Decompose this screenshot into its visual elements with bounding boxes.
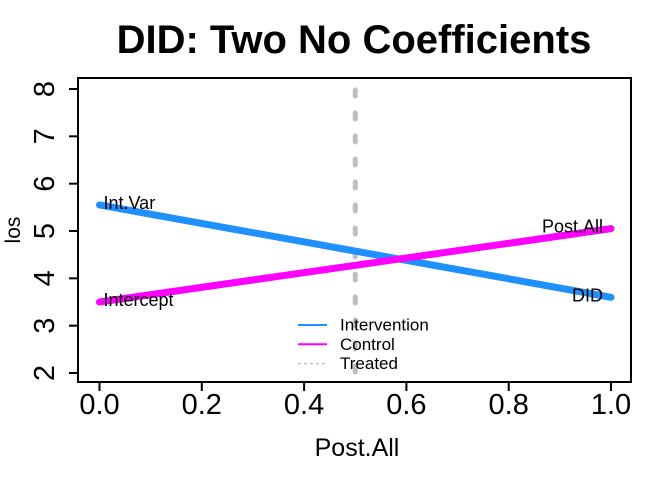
x-tick-label: 0.4 (284, 389, 324, 421)
y-tick-label: 8 (29, 81, 61, 97)
control-line (96, 225, 615, 306)
annotation-did: DID (572, 285, 603, 305)
x-tick-label: 0.8 (489, 389, 529, 421)
chart-title: DID: Two No Coefficients (117, 18, 592, 62)
annotation-intercept: Intercept (104, 290, 174, 310)
y-tick-label: 2 (29, 365, 61, 381)
y-axis-label: los (2, 217, 25, 244)
x-axis-ticks: 0.0 0.2 0.4 0.6 0.8 1.0 (79, 382, 631, 421)
line-annotations: Int.Var DID Intercept Post.All (104, 193, 604, 310)
legend-label-treated: Treated (340, 354, 398, 373)
x-tick-label: 0.0 (79, 389, 119, 421)
y-tick-label: 6 (29, 176, 61, 192)
y-tick-label: 5 (29, 223, 61, 239)
y-axis-ticks: 2 3 4 5 6 7 8 (29, 81, 78, 381)
plot-border (77, 77, 632, 383)
y-tick-label: 7 (29, 128, 61, 144)
intervention-line (96, 201, 615, 301)
annotation-postall: Post.All (542, 217, 603, 237)
y-tick-label: 4 (29, 270, 61, 286)
x-tick-label: 1.0 (591, 389, 631, 421)
y-tick-label: 3 (29, 318, 61, 334)
x-tick-label: 0.6 (386, 389, 426, 421)
legend-label-intervention: Intervention (340, 316, 429, 335)
legend-label-control: Control (340, 335, 395, 354)
series-lines (96, 87, 615, 384)
x-axis-label: Post.All (315, 434, 400, 462)
annotation-intvar: Int.Var (104, 193, 156, 213)
x-tick-label: 0.2 (182, 389, 222, 421)
